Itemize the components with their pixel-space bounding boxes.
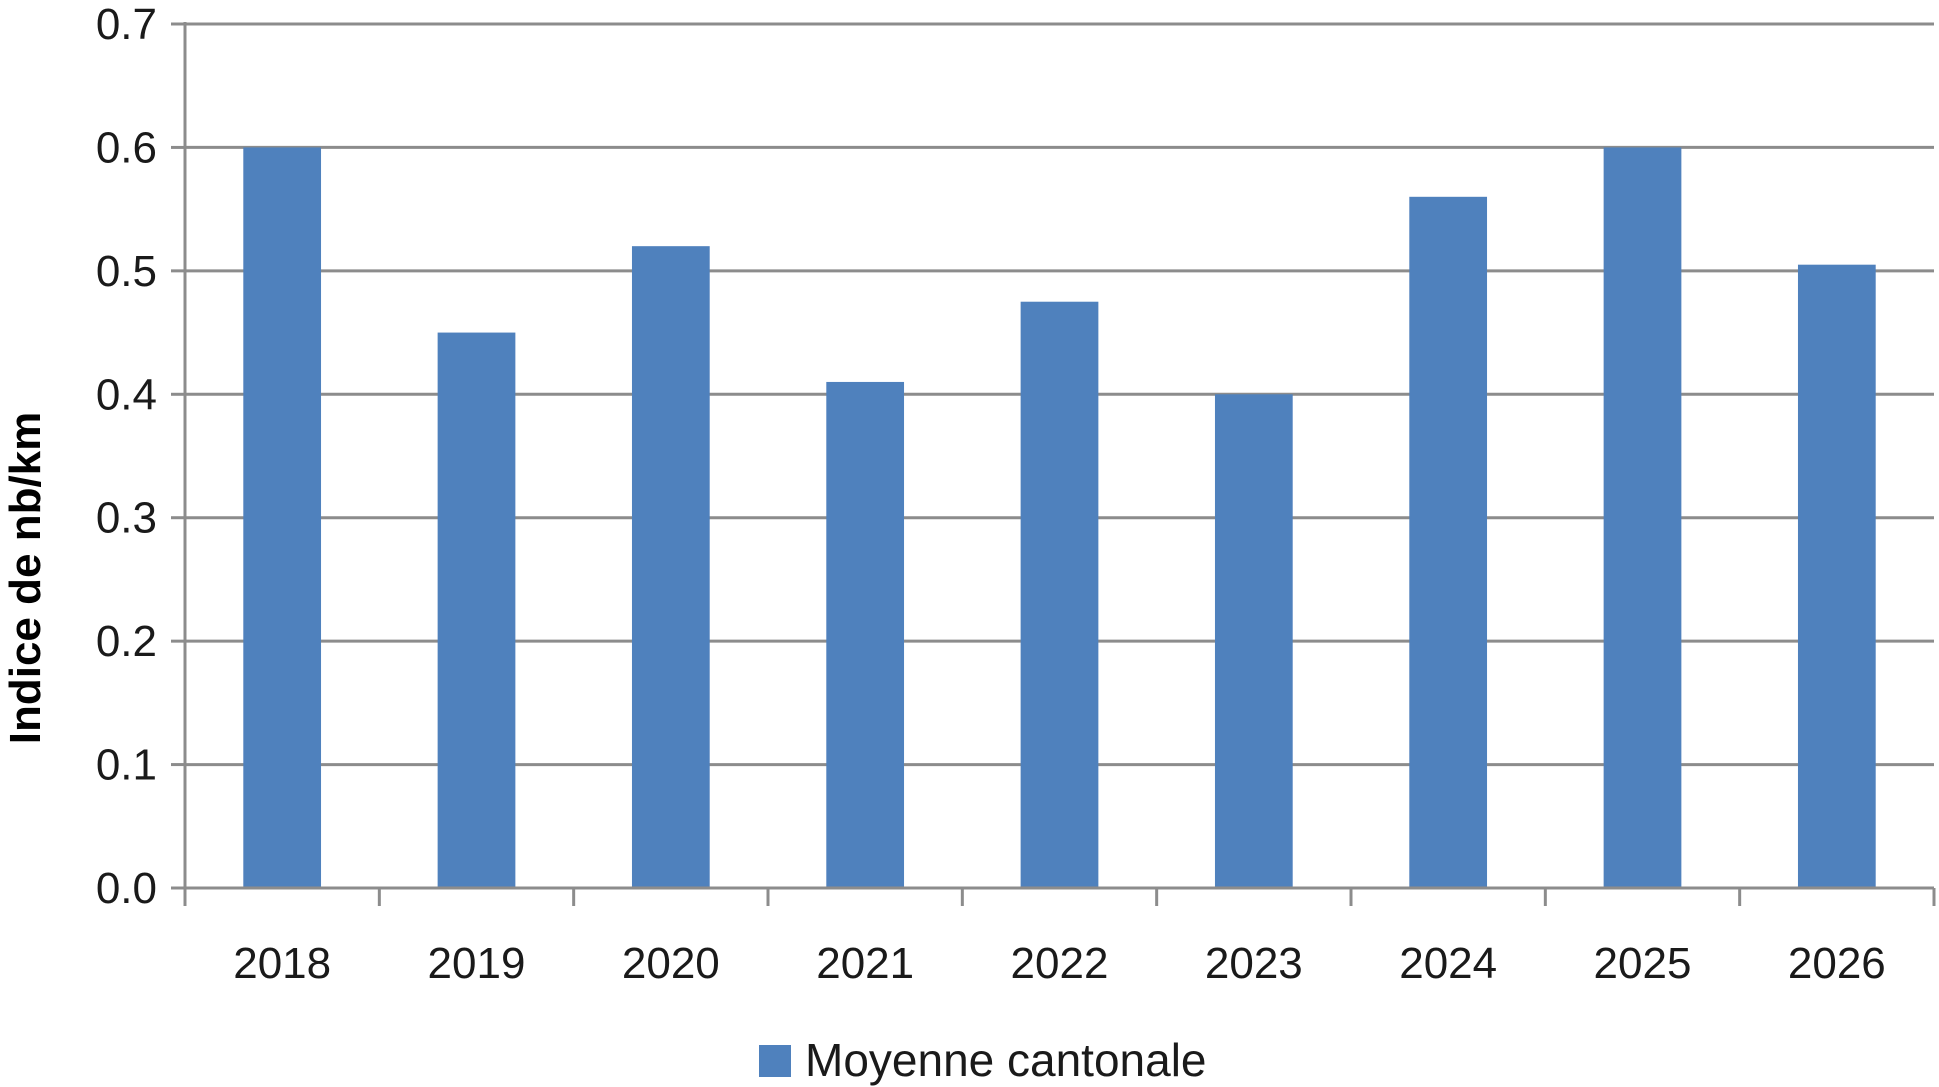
x-tick-label: 2019 bbox=[428, 939, 526, 988]
bar-2022 bbox=[1020, 301, 1099, 888]
bar-2020 bbox=[631, 246, 710, 888]
bars bbox=[243, 147, 1876, 889]
x-tick-label: 2021 bbox=[816, 939, 914, 988]
legend-swatch bbox=[759, 1045, 791, 1077]
x-tick-label: 2020 bbox=[622, 939, 720, 988]
y-tick-label: 0.6 bbox=[96, 123, 157, 172]
y-tick-label: 0.1 bbox=[96, 741, 157, 790]
legend-label: Moyenne cantonale bbox=[805, 1034, 1207, 1086]
bar-2021 bbox=[826, 381, 905, 888]
x-tick-label: 2026 bbox=[1788, 939, 1886, 988]
bar-2019 bbox=[437, 332, 516, 889]
legend: Moyenne cantonale bbox=[759, 1034, 1207, 1086]
x-tick-label: 2024 bbox=[1399, 939, 1497, 988]
bar-2018 bbox=[243, 147, 322, 888]
y-tick-label: 0.2 bbox=[96, 617, 157, 666]
axes bbox=[171, 22, 1936, 906]
y-tick-label: 0.5 bbox=[96, 247, 157, 296]
bar-2023 bbox=[1214, 394, 1293, 888]
x-tick-label: 2018 bbox=[233, 939, 331, 988]
y-tick-label: 0.0 bbox=[96, 864, 157, 913]
x-tick-label: 2025 bbox=[1594, 939, 1692, 988]
y-axis-title: Indice de nb/km bbox=[1, 412, 50, 745]
bar-2024 bbox=[1409, 196, 1488, 889]
x-tick-label: 2022 bbox=[1011, 939, 1109, 988]
x-tick-label: 2023 bbox=[1205, 939, 1303, 988]
bar-2025 bbox=[1603, 147, 1682, 888]
y-tick-label: 0.7 bbox=[96, 0, 157, 49]
y-tick-label: 0.4 bbox=[96, 370, 157, 419]
x-tick-labels: 2018 2019 2020 2021 2022 2023 2024 2025 2026 bbox=[233, 939, 1886, 988]
y-tick-labels: 0.0 0.1 0.2 0.3 0.4 0.5 0.6 0.7 bbox=[96, 0, 157, 913]
bar-2026 bbox=[1797, 264, 1876, 889]
y-tick-label: 0.3 bbox=[96, 494, 157, 543]
